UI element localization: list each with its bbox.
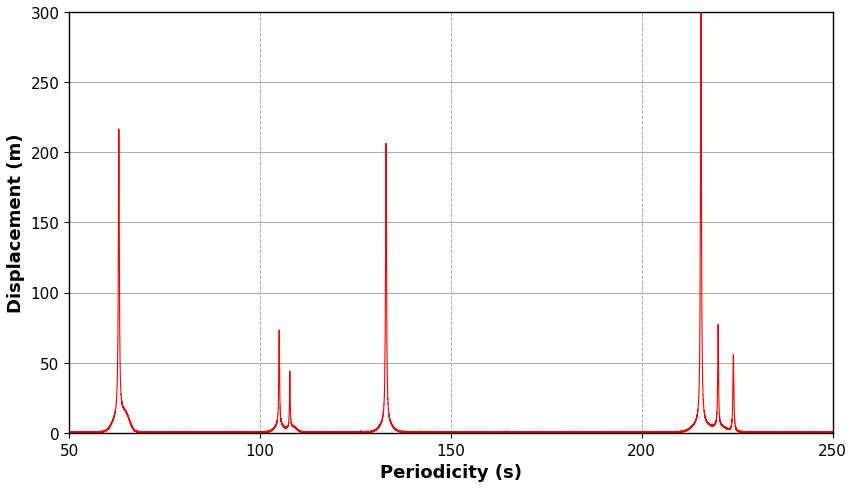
X-axis label: Periodicity (s): Periodicity (s): [380, 463, 521, 481]
Y-axis label: Displacement (m): Displacement (m): [7, 133, 25, 312]
